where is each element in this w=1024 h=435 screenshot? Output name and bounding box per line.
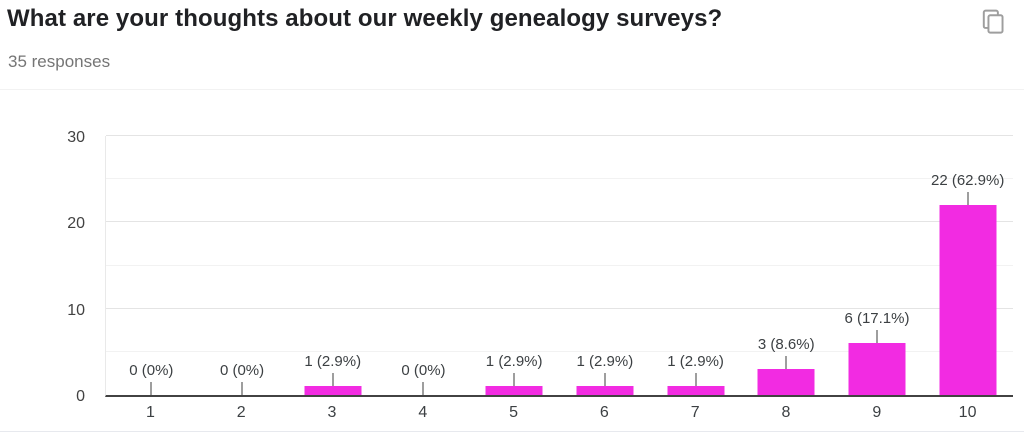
- bar-slots: 0 (0%) 0 (0%) 1 (2.9%) 0 (0%) 1 (2.9%) 1 (2.9…: [106, 136, 1013, 395]
- leader-line: [331, 373, 334, 387]
- bar-value-label: 1 (2.9%): [667, 353, 724, 371]
- y-axis-tick-label: 0: [76, 388, 85, 405]
- leader-line: [785, 356, 788, 370]
- bar-slot: 1 (2.9%): [287, 136, 378, 395]
- bar: [667, 386, 725, 395]
- card-bottom-edge: [0, 431, 1024, 432]
- copy-button[interactable]: [978, 7, 1008, 37]
- bar: [304, 386, 362, 395]
- leader-line: [150, 382, 153, 395]
- bar-slot: 1 (2.9%): [650, 136, 741, 395]
- y-axis-tick-label: 10: [67, 301, 85, 319]
- leader-line: [241, 382, 244, 395]
- bar-slot: 0 (0%): [378, 136, 469, 395]
- bar-slot: 0 (0%): [197, 136, 288, 395]
- x-axis-tick-label: 10: [958, 404, 977, 421]
- bar: [576, 386, 634, 395]
- x-axis-tick-label: 3: [327, 404, 337, 421]
- y-axis-tick-label: 30: [67, 129, 85, 146]
- bar-slot: 1 (2.9%): [560, 136, 651, 395]
- copy-icon: [982, 9, 1004, 34]
- leader-line: [966, 192, 969, 206]
- question-title: What are your thoughts about our weekly …: [7, 5, 723, 32]
- x-axis: 1 2 3 4 5 6 7 8 9 10: [105, 404, 1013, 422]
- x-axis-tick-label: 2: [236, 404, 246, 421]
- x-axis-tick-label: 6: [599, 404, 609, 421]
- y-axis-tick-label: 20: [67, 215, 85, 233]
- gridline-major: [106, 307, 1013, 309]
- leader-line: [875, 330, 878, 344]
- bar-value-label: 6 (17.1%): [844, 310, 910, 328]
- bar: [939, 205, 997, 395]
- bar-slot: 1 (2.9%): [469, 136, 560, 395]
- header-divider: [0, 89, 1024, 90]
- x-axis-tick-label: 4: [418, 404, 428, 421]
- bar-value-label: 22 (62.9%): [930, 172, 1005, 190]
- gridline-minor: [106, 178, 1013, 180]
- gridline-minor: [106, 350, 1013, 352]
- bar: [485, 386, 543, 395]
- bar-slot: 22 (62.9%): [922, 136, 1013, 395]
- y-axis: 0 10 20 30: [20, 129, 85, 405]
- x-axis-tick-label: 8: [781, 404, 791, 421]
- bar-chart: 0 10 20 30 0 (0%) 0 (0%) 1 (2.9%) 0 (0%) 1 (2.9…: [67, 129, 1013, 422]
- leader-line: [603, 373, 606, 387]
- gridline-major: [106, 135, 1013, 136]
- bar-value-label: 3 (8.6%): [757, 336, 815, 354]
- x-axis-tick-label: 5: [509, 404, 519, 421]
- x-axis-tick-label: 1: [145, 404, 155, 421]
- bar-slot: 0 (0%): [106, 136, 197, 395]
- responses-count: 35 responses: [8, 52, 111, 71]
- gridline-major: [106, 221, 1013, 223]
- leader-line: [513, 373, 516, 387]
- bar: [757, 369, 815, 395]
- bar-value-label: 0 (0%): [129, 362, 174, 379]
- gridline-minor: [106, 264, 1013, 266]
- x-axis-tick-label: 9: [872, 404, 882, 421]
- bar-value-label: 1 (2.9%): [485, 353, 543, 371]
- plot-area: 0 (0%) 0 (0%) 1 (2.9%) 0 (0%) 1 (2.9%) 1 (2.9…: [105, 135, 1013, 397]
- x-axis-tick-label: 7: [690, 404, 700, 421]
- bar-value-label: 0 (0%): [219, 362, 265, 379]
- leader-line: [694, 373, 697, 387]
- bar: [848, 343, 906, 395]
- bar-value-label: 1 (2.9%): [304, 353, 362, 371]
- bar-slot: 6 (17.1%): [832, 136, 923, 395]
- leader-line: [422, 382, 425, 395]
- bar-value-label: 0 (0%): [401, 362, 446, 379]
- bar-slot: 3 (8.6%): [741, 136, 832, 395]
- bar-value-label: 1 (2.9%): [576, 353, 634, 371]
